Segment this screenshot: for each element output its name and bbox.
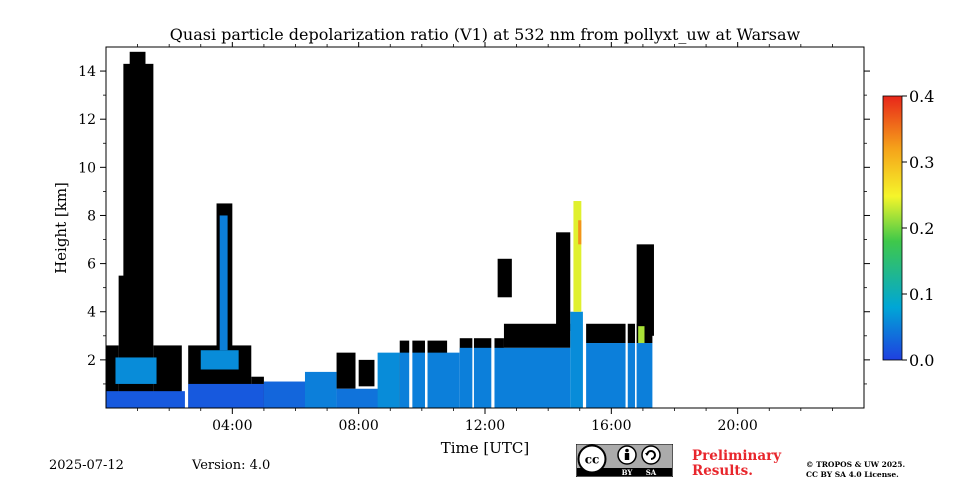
depol-region [570, 311, 585, 408]
chart-title: Quasi particle depolarization ratio (V1)… [169, 25, 801, 44]
y-tick-label: 8 [87, 208, 96, 224]
depol-region [399, 352, 460, 408]
depol-region [638, 326, 645, 344]
y-tick-label: 4 [87, 305, 96, 321]
data-gap [184, 47, 189, 408]
data-gap [424, 47, 428, 408]
cc-license-badge: cc BY SA [576, 444, 673, 477]
x-tick-label: 12:00 [465, 418, 505, 434]
heatmap-layer [106, 47, 654, 409]
version-label: Version: 4.0 [192, 458, 271, 473]
data-gap [491, 47, 495, 408]
data-gap [582, 47, 587, 408]
sa-label: SA [646, 468, 657, 477]
data-gap [472, 47, 474, 408]
y-tick-label: 10 [78, 160, 96, 176]
x-axis-label: Time [UTC] [441, 439, 530, 457]
x-tick-label: 08:00 [338, 418, 378, 434]
x-tick-label: 20:00 [717, 418, 757, 434]
x-tick-label: 04:00 [212, 418, 252, 434]
masked-cloud-region [358, 359, 375, 387]
depol-region [304, 371, 337, 408]
y-tick-label: 2 [87, 353, 96, 369]
depol-region [573, 201, 582, 312]
colorbar-tick-label: 0.4 [909, 87, 934, 106]
depol-region [106, 391, 185, 408]
share-alike-icon [641, 445, 661, 465]
y-axis-label: Height [km] [52, 182, 70, 274]
depol-region [459, 347, 571, 408]
preliminary-line-2: Results. [692, 463, 753, 479]
depol-region [115, 357, 157, 384]
depol-region [200, 350, 239, 370]
preliminary-line-1: Preliminary [692, 448, 782, 464]
y-tick-label: 12 [78, 112, 96, 128]
colorbar-tick-label: 0.3 [909, 153, 934, 172]
y-axis: 2 4 6 8 10 12 14 [78, 64, 870, 385]
date-label: 2025-07-12 [49, 458, 124, 473]
colorbar [882, 95, 903, 361]
x-axis: 04:00 08:00 12:00 16:00 20:00 [137, 42, 833, 434]
colorbar-tick-label: 0.0 [909, 351, 934, 370]
copyright-line-1: © TROPOS & UW 2025. [806, 460, 906, 469]
colorbar-axis: 0.0 0.1 0.2 0.3 0.4 [902, 87, 934, 370]
cc-icon: cc [577, 444, 607, 474]
depol-region [188, 383, 264, 408]
x-tick-label: 16:00 [591, 418, 631, 434]
depol-region [377, 352, 400, 408]
by-label: BY [622, 468, 634, 477]
masked-cloud-region [556, 232, 571, 331]
y-tick-label: 6 [87, 257, 96, 273]
depol-region [578, 220, 582, 245]
masked-cloud-region [497, 258, 512, 298]
copyright-note: © TROPOS & UW 2025. CC BY SA 4.0 License… [806, 460, 905, 480]
depol-region [586, 343, 653, 408]
data-gap [635, 47, 637, 408]
preliminary-results-note: Preliminary Results. [692, 449, 781, 479]
data-gap [625, 47, 628, 408]
depol-region [219, 215, 228, 351]
masked-cloud-region [129, 51, 146, 409]
y-tick-label: 14 [78, 64, 96, 80]
masked-cloud-region [636, 244, 654, 336]
attribution-icon [617, 445, 637, 465]
copyright-line-2: CC BY SA 4.0 License. [806, 470, 899, 479]
cc-icon-label: cc [585, 453, 600, 467]
data-gap [409, 47, 413, 408]
colorbar-tick-label: 0.2 [909, 219, 934, 238]
masked-cloud-region [336, 352, 356, 389]
colorbar-tick-label: 0.1 [909, 285, 934, 304]
